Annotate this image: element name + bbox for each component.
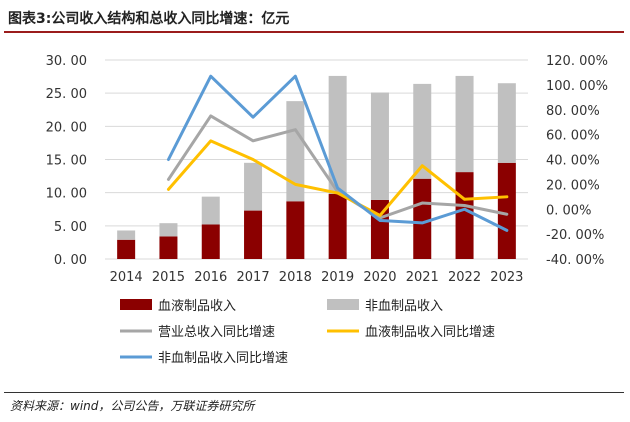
bar-non-blood-products — [117, 230, 136, 240]
legend-total-growth: 营业总收入同比增速 — [120, 325, 275, 340]
chart-title: 图表3:公司收入结构和总收入同比增速：亿元 — [8, 11, 290, 27]
bar-blood-products — [159, 236, 178, 259]
bar-blood-products — [117, 239, 136, 259]
y-left-tick-label: 0. 00 — [54, 253, 87, 268]
bar-non-blood-products — [455, 75, 474, 173]
x-tick-label: 2021 — [406, 270, 439, 285]
legend-swatch — [120, 299, 152, 310]
y-left-tick-label: 30. 00 — [46, 54, 87, 69]
bar-blood-products — [413, 178, 432, 259]
legend-label: 营业总收入同比增速 — [158, 325, 275, 340]
y-right-tick-label: 0. 00% — [546, 203, 591, 218]
y-right-tick-label: 60. 00% — [546, 129, 600, 144]
legend-label: 非血制品收入同比增速 — [158, 351, 288, 366]
legend-label: 非血制品收入 — [365, 299, 443, 314]
y-right-tick-label: -40. 00% — [546, 253, 604, 268]
legend-non-blood-products: 非血制品收入 — [327, 299, 443, 314]
y-right-tick-label: 120. 00% — [546, 54, 608, 69]
y-right-tick-label: 20. 00% — [546, 178, 600, 193]
x-tick-label: 2015 — [152, 270, 185, 285]
bar-blood-products — [497, 162, 516, 259]
y-right-tick-label: -20. 00% — [546, 228, 604, 243]
legend-blood-growth: 血液制品收入同比增速 — [327, 325, 495, 340]
axis-labels: 30. 00 25. 00 20. 00 15. 00 10. 00 5. 00 0. 00… — [46, 54, 608, 285]
x-tick-label: 2019 — [321, 270, 354, 285]
bar-blood-products — [201, 224, 220, 259]
bar-non-blood-products — [370, 92, 389, 200]
chart-area: 30. 00 25. 00 20. 00 15. 00 10. 00 5. 00 0. 00… — [46, 54, 608, 366]
y-left-tick-label: 25. 00 — [46, 87, 87, 102]
x-tick-label: 2017 — [237, 270, 270, 285]
source-note: 资料来源：wind，公司公告，万联证券研究所 — [10, 399, 255, 413]
line-layer — [166, 74, 509, 232]
bar-non-blood-products — [286, 101, 305, 202]
y-right-tick-label: 80. 00% — [546, 104, 600, 119]
title-divider — [4, 31, 624, 33]
bar-non-blood-products — [328, 75, 347, 194]
y-left-tick-label: 20. 00 — [46, 120, 87, 135]
y-right-tick-label: 40. 00% — [546, 154, 600, 169]
x-tick-label: 2020 — [363, 270, 396, 285]
bar-blood-products — [455, 172, 474, 259]
line-blood-products-growth — [166, 139, 509, 217]
bar-blood-products — [286, 201, 305, 259]
bar-non-blood-products — [201, 196, 220, 225]
legend-non-blood-growth: 非血制品收入同比增速 — [120, 351, 288, 366]
y-left-tick-label: 10. 00 — [46, 187, 87, 202]
legend-swatch — [327, 299, 359, 310]
bar-layer — [117, 75, 516, 259]
footer-divider — [4, 392, 624, 393]
bar-non-blood-products — [413, 83, 432, 179]
x-tick-label: 2018 — [279, 270, 312, 285]
legend-blood-products: 血液制品收入 — [120, 299, 236, 314]
line-non-blood-products-growth — [166, 74, 509, 232]
bar-non-blood-products — [159, 223, 178, 237]
bar-non-blood-products — [497, 83, 516, 163]
bar-blood-products — [328, 193, 347, 259]
x-tick-label: 2022 — [448, 270, 481, 285]
y-right-tick-label: 100. 00% — [546, 79, 608, 94]
y-left-tick-label: 5. 00 — [54, 220, 87, 235]
legend-label: 血液制品收入同比增速 — [365, 325, 495, 340]
bar-blood-products — [244, 210, 263, 259]
bar-non-blood-products — [244, 162, 263, 211]
y-left-tick-label: 15. 00 — [46, 154, 87, 169]
legend-label: 血液制品收入 — [158, 299, 236, 314]
x-tick-label: 2016 — [194, 270, 227, 285]
x-tick-label: 2023 — [490, 270, 523, 285]
x-tick-label: 2014 — [110, 270, 143, 285]
